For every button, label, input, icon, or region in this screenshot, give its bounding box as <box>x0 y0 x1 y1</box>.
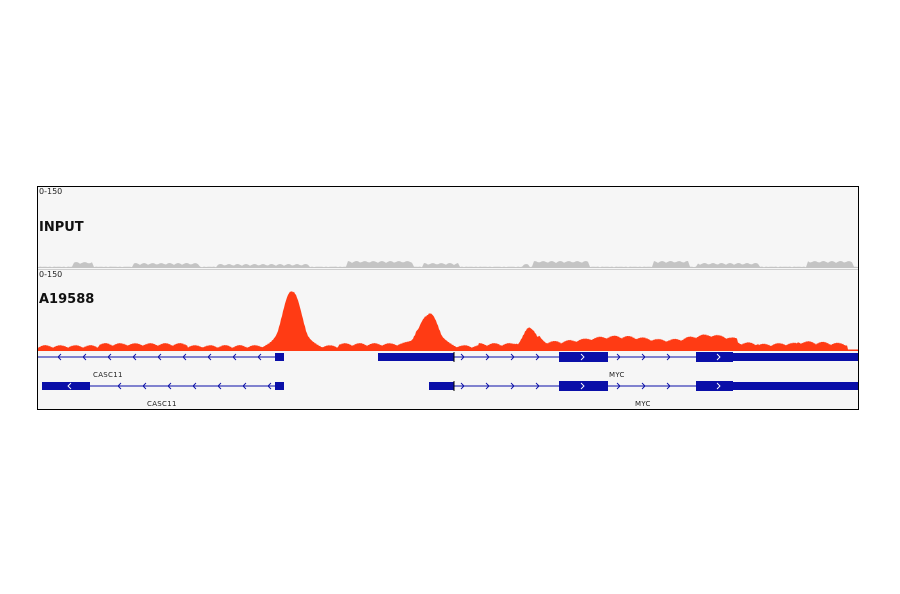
myc-isoform-utr-3 <box>733 382 858 390</box>
gene-model-plot <box>38 352 858 391</box>
input-coverage-area <box>38 261 858 268</box>
myc-isoform-strand-chevron <box>485 382 490 390</box>
chip-coverage-area <box>38 291 858 351</box>
myc-isoform-exon-3 <box>696 381 733 391</box>
input-track-name: INPUT <box>39 220 84 235</box>
myc-utr-3 <box>733 353 858 361</box>
casc11-isoform-strand-chevron <box>142 382 147 390</box>
input-track-range: 0-150 <box>39 187 63 196</box>
myc-strand-chevron <box>485 353 490 361</box>
myc-strand-chevron <box>535 353 540 361</box>
casc11-isoform-strand-chevron <box>192 382 197 390</box>
myc-strand-chevron <box>510 353 515 361</box>
genome-browser-panel: 0-150 INPUT 0-150 A19588 CASC11 MYC CASC… <box>37 186 859 410</box>
casc11-isoform-exon-2 <box>275 382 284 390</box>
myc-isoform-strand-chevron <box>510 382 515 390</box>
chip-track-name: A19588 <box>39 292 95 307</box>
chip-track-range: 0-150 <box>39 270 63 279</box>
casc11-strand-chevron <box>182 353 187 361</box>
casc11-isoform-strand-chevron <box>117 382 122 390</box>
myc-exon-chevron <box>580 353 585 361</box>
myc-strand-chevron <box>616 353 621 361</box>
gene-label-myc: MYC <box>609 371 625 379</box>
casc11-isoform-strand-chevron <box>167 382 172 390</box>
casc11-strand-chevron <box>57 353 62 361</box>
casc11-isoform-strand-chevron <box>242 382 247 390</box>
myc-exon-3 <box>696 352 733 362</box>
myc-isoform-strand-chevron <box>641 382 646 390</box>
casc11-strand-chevron <box>107 353 112 361</box>
myc-strand-chevron <box>666 353 671 361</box>
myc-exon-1 <box>378 353 454 361</box>
myc-exon-chevron <box>716 353 721 361</box>
casc11-strand-chevron <box>232 353 237 361</box>
casc11-strand-chevron <box>132 353 137 361</box>
myc-isoform-exon-chevron <box>580 382 585 390</box>
casc11-strand-chevron <box>157 353 162 361</box>
myc-isoform-exon-1 <box>429 382 454 390</box>
myc-strand-chevron <box>641 353 646 361</box>
input-coverage-plot <box>38 261 858 268</box>
casc11-strand-chevron <box>82 353 87 361</box>
casc11-strand-chevron <box>257 353 262 361</box>
gene-annotation-track[interactable]: CASC11 MYC CASC11 MYC <box>38 351 858 409</box>
casc11-isoform-strand-chevron <box>267 382 272 390</box>
myc-isoform-strand-chevron <box>666 382 671 390</box>
casc11-isoform-exon-chevron <box>67 382 72 390</box>
gene-label-myc-isoform: MYC <box>635 400 651 408</box>
myc-isoform-strand-chevron <box>616 382 621 390</box>
myc-isoform-strand-chevron <box>535 382 540 390</box>
myc-isoform-strand-chevron <box>460 382 465 390</box>
input-track[interactable]: 0-150 INPUT <box>38 187 858 269</box>
casc11-isoform-strand-chevron <box>217 382 222 390</box>
gene-label-casc11-isoform: CASC11 <box>147 400 177 408</box>
casc11-exon <box>275 353 284 361</box>
casc11-isoform-exon-1 <box>42 382 90 390</box>
casc11-strand-chevron <box>207 353 212 361</box>
chip-coverage-plot <box>38 291 858 351</box>
chip-track[interactable]: 0-150 A19588 <box>38 269 858 352</box>
myc-isoform-exon-chevron <box>716 382 721 390</box>
gene-label-casc11: CASC11 <box>93 371 123 379</box>
myc-strand-chevron <box>460 353 465 361</box>
